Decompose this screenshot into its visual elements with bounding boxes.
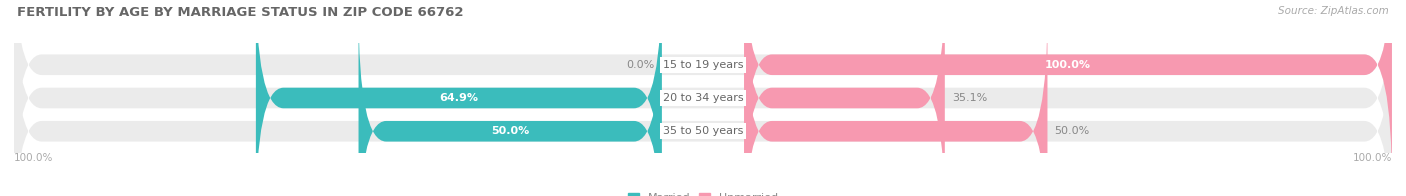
FancyBboxPatch shape [14, 0, 1392, 187]
Text: 20 to 34 years: 20 to 34 years [662, 93, 744, 103]
Text: 100.0%: 100.0% [14, 153, 53, 163]
FancyBboxPatch shape [14, 0, 1392, 196]
FancyBboxPatch shape [744, 9, 1047, 196]
Text: 100.0%: 100.0% [1045, 60, 1091, 70]
Legend: Married, Unmarried: Married, Unmarried [623, 189, 783, 196]
Text: 15 to 19 years: 15 to 19 years [662, 60, 744, 70]
FancyBboxPatch shape [744, 0, 945, 196]
Text: 64.9%: 64.9% [439, 93, 478, 103]
Text: 50.0%: 50.0% [1054, 126, 1090, 136]
FancyBboxPatch shape [744, 0, 1392, 187]
FancyBboxPatch shape [359, 9, 662, 196]
Text: FERTILITY BY AGE BY MARRIAGE STATUS IN ZIP CODE 66762: FERTILITY BY AGE BY MARRIAGE STATUS IN Z… [17, 6, 464, 19]
Text: 35.1%: 35.1% [952, 93, 987, 103]
Text: 50.0%: 50.0% [491, 126, 529, 136]
Text: 0.0%: 0.0% [627, 60, 655, 70]
FancyBboxPatch shape [256, 0, 662, 196]
Text: 35 to 50 years: 35 to 50 years [662, 126, 744, 136]
FancyBboxPatch shape [14, 9, 1392, 196]
Text: Source: ZipAtlas.com: Source: ZipAtlas.com [1278, 6, 1389, 16]
Text: 100.0%: 100.0% [1353, 153, 1392, 163]
